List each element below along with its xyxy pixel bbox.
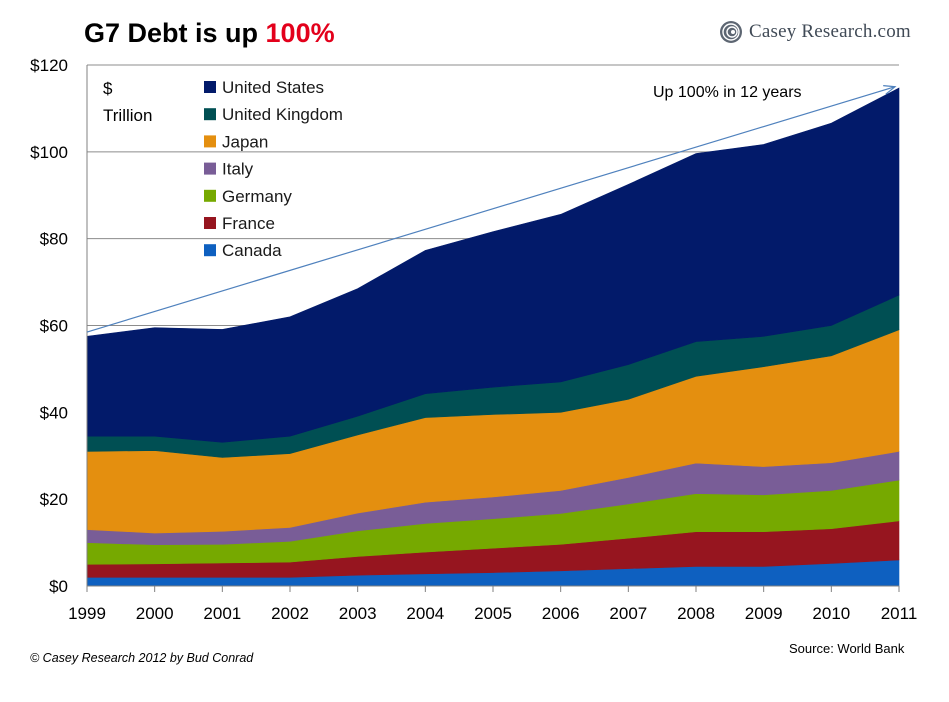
legend-swatch-united-states — [204, 81, 216, 93]
unit-label-word: Trillion — [103, 106, 152, 125]
legend-swatch-italy — [204, 162, 216, 175]
x-tick-label: 2002 — [271, 604, 309, 623]
trend-arrow-line — [86, 86, 896, 333]
legend-label-canada: Canada — [222, 241, 282, 260]
x-tick-label: 2010 — [812, 604, 850, 623]
title-highlight: 100% — [265, 18, 335, 48]
title-prefix: G7 Debt is up — [84, 18, 266, 48]
legend-swatch-canada — [204, 244, 216, 257]
x-tick-label: 2009 — [745, 604, 783, 623]
x-tick-label: 2005 — [474, 604, 512, 623]
legend: United States United Kingdom Japan Italy Ger… — [204, 78, 343, 260]
x-tick-label: 1999 — [68, 604, 106, 623]
x-tick-label: 2004 — [406, 604, 444, 623]
y-tick-label: $120 — [30, 56, 68, 75]
legend-swatch-france — [204, 217, 216, 229]
chart-title: G7 Debt is up 100% — [84, 18, 335, 49]
y-tick-label: $80 — [40, 230, 68, 249]
y-tick-label: $40 — [40, 403, 68, 422]
legend-swatch-japan — [204, 135, 216, 148]
legend-label-united-kingdom: United Kingdom — [222, 105, 343, 124]
y-tick-label: $0 — [49, 577, 68, 596]
x-tick-label: 2001 — [203, 604, 241, 623]
legend-swatch-germany — [204, 189, 216, 202]
trend-annotation — [86, 85, 897, 333]
trend-arrow-head — [883, 85, 897, 95]
x-tick-labels: 1999 2000 2001 2002 2003 2004 2005 2006 2007 2008… — [68, 586, 917, 623]
x-tick-label: 2007 — [609, 604, 647, 623]
brand-logo: Casey Research.com — [719, 20, 911, 44]
legend-label-japan: Japan — [222, 132, 268, 151]
legend-label-italy: Italy — [222, 160, 254, 179]
copyright-credit: © Casey Research 2012 by Bud Conrad — [30, 651, 254, 665]
x-tick-label: 2011 — [881, 604, 918, 623]
legend-label-france: France — [222, 214, 275, 233]
trend-annotation-label: Up 100% in 12 years — [653, 84, 802, 101]
legend-label-united-states: United States — [222, 78, 324, 97]
stacked-areas — [86, 87, 900, 587]
x-tick-label: 2003 — [339, 604, 377, 623]
x-tick-label: 2008 — [677, 604, 715, 623]
y-tick-label: $20 — [40, 490, 68, 509]
source-note: Source: World Bank — [789, 641, 905, 656]
y-tick-label: $100 — [30, 143, 68, 162]
y-tick-labels: $0 $20 $40 $60 $80 $100 $120 — [30, 56, 68, 596]
legend-label-germany: Germany — [222, 187, 292, 206]
unit-label-symbol: $ — [103, 79, 113, 98]
x-tick-label: 2006 — [542, 604, 580, 623]
swirl-logo-icon — [720, 21, 742, 43]
legend-swatch-united-kingdom — [204, 108, 216, 121]
area-united-states — [86, 87, 900, 443]
logo-text: Casey Research.com — [749, 21, 911, 42]
x-tick-label: 2000 — [136, 604, 174, 623]
y-tick-label: $60 — [40, 317, 68, 336]
